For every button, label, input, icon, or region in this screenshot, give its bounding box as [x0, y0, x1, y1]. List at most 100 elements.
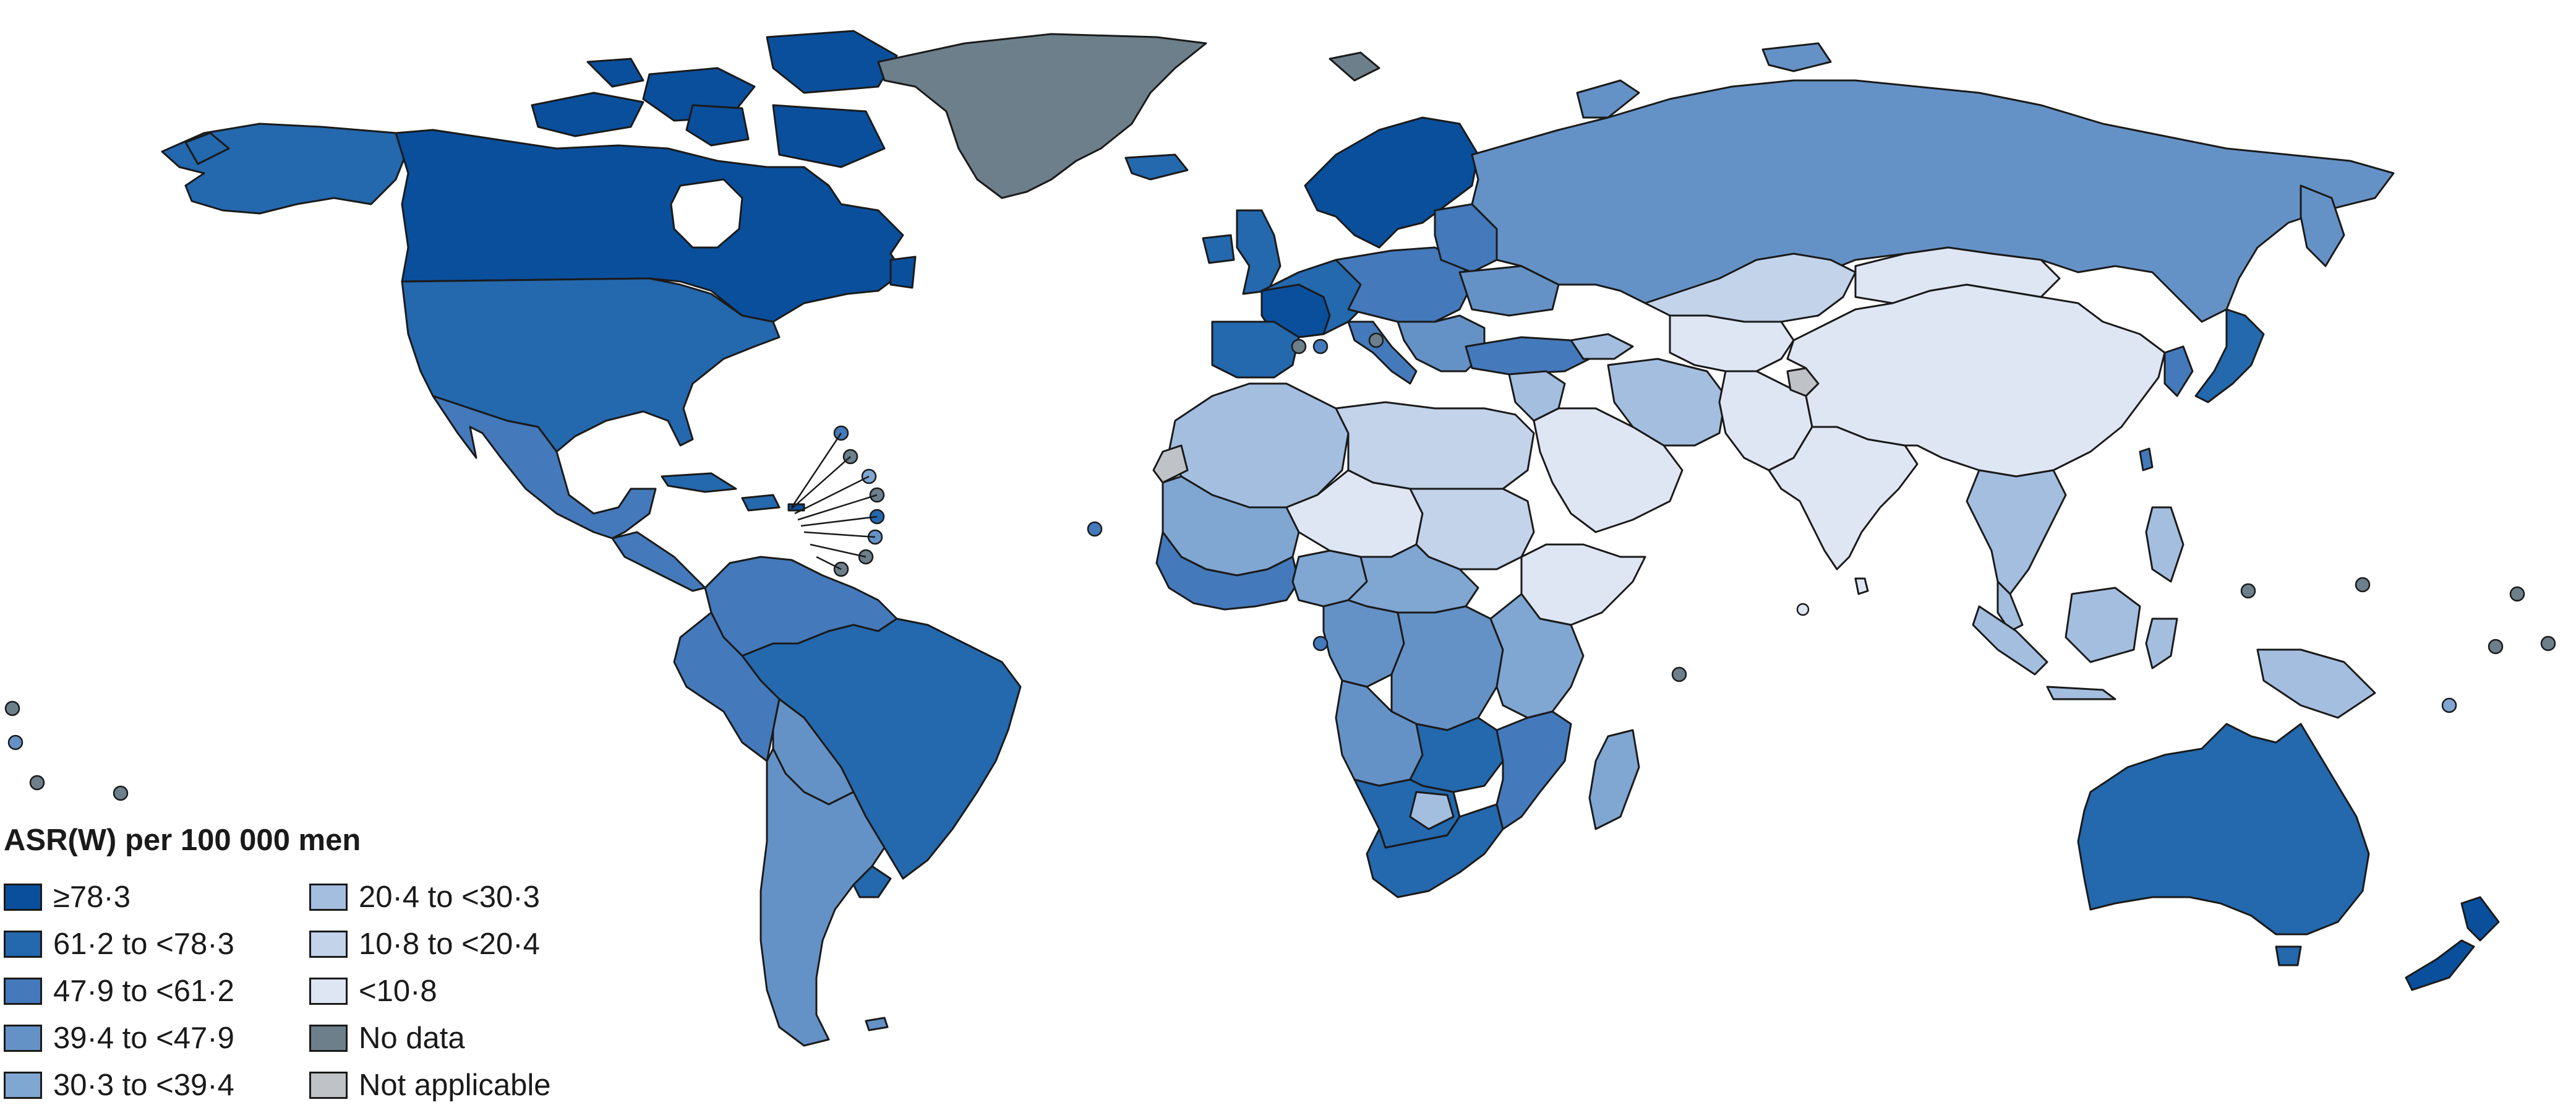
region-hudson-bay: [670, 178, 743, 249]
region-philippines: [2145, 506, 2184, 583]
legend-label: Not applicable: [359, 1069, 551, 1102]
region-new-zealand-north: [2460, 896, 2500, 942]
region-central-asia: [1669, 314, 1795, 372]
island-dot: [1312, 635, 1329, 652]
region-western-sahara: [1152, 444, 1189, 484]
legend-item: 47·9 to <61·2: [4, 973, 234, 1010]
region-iberia: [1211, 321, 1300, 379]
region-sumatra: [1972, 605, 2048, 676]
legend-label: 39·4 to <47·9: [53, 1022, 234, 1055]
legend-swatch: [309, 884, 348, 911]
legend-label: 10·8 to <20·4: [359, 927, 540, 961]
island-dot: [4, 700, 20, 716]
legend-swatch: [309, 1072, 348, 1099]
region-italy: [1347, 321, 1418, 385]
legend-label: 61·2 to <78·3: [53, 927, 234, 961]
region-greenland: [877, 33, 1207, 199]
island-dot: [2509, 586, 2525, 602]
region-canada-arctic-4: [772, 104, 886, 168]
legend-swatch: [309, 931, 348, 958]
region-sudan: [1409, 488, 1535, 570]
region-west-africa-coast: [1155, 531, 1300, 611]
legend-label: No data: [359, 1022, 465, 1055]
legend-swatch: [4, 931, 42, 958]
island-dot: [1796, 603, 1810, 616]
legend-label: ≥78·3: [53, 880, 131, 914]
region-ireland: [1202, 234, 1235, 264]
region-argentina-chile: [760, 747, 886, 1047]
region-borneo: [2065, 587, 2141, 663]
legend-item: Not applicable: [309, 1067, 551, 1104]
legend-swatch: [309, 1025, 348, 1052]
legend-swatch: [4, 1025, 42, 1052]
region-japan: [2194, 308, 2265, 403]
island-dot: [1368, 332, 1384, 348]
region-south-africa: [1366, 803, 1504, 898]
island-dot: [2240, 583, 2256, 599]
region-turkey: [1465, 336, 1597, 376]
legend-item: <10·8: [309, 973, 437, 1010]
legend-item: 30·3 to <39·4: [4, 1067, 234, 1104]
island-dot: [2540, 635, 2556, 652]
region-java: [2046, 686, 2116, 700]
region-tasmania: [2275, 945, 2302, 966]
region-ethiopia-horn: [1520, 543, 1646, 626]
legend-swatch: [4, 1072, 42, 1099]
legend-swatch: [309, 978, 348, 1005]
region-new-guinea: [2256, 648, 2376, 719]
region-iceland: [1124, 153, 1189, 181]
region-sri-lanka: [1854, 577, 1869, 595]
legend-label: <10·8: [359, 974, 437, 1008]
region-uk: [1236, 209, 1282, 295]
island-dot: [2488, 639, 2504, 655]
region-sulawesi: [2145, 617, 2178, 669]
region-taiwan: [2139, 447, 2154, 471]
region-canada-arctic-1: [531, 92, 644, 137]
region-uruguay: [852, 865, 892, 898]
region-scandinavia: [1304, 116, 1479, 249]
island-dot: [113, 785, 129, 801]
legend-title: ASR(W) per 100 000 men: [4, 824, 361, 857]
region-falklands: [865, 1017, 889, 1031]
region-svalbard: [1329, 51, 1380, 82]
legend-item: No data: [309, 1020, 465, 1057]
legend-item: ≥78·3: [4, 879, 131, 916]
island-dot: [1312, 338, 1329, 355]
island-dot: [7, 734, 24, 751]
region-indochina: [1966, 469, 2067, 595]
region-botswana-inner: [1409, 791, 1455, 830]
region-siberian-islands: [1761, 42, 1832, 72]
region-east-africa: [1489, 593, 1585, 719]
region-caucasus: [1570, 333, 1634, 360]
legend-swatch: [4, 884, 42, 911]
region-drc: [1390, 605, 1504, 731]
region-russia: [1471, 79, 2395, 323]
region-central-america: [611, 531, 706, 592]
region-mozambique: [1496, 710, 1572, 830]
region-hispaniola: [741, 494, 781, 512]
region-novaya-zemlya: [1576, 79, 1640, 119]
legend-swatch: [4, 978, 42, 1005]
map-legend: ASR(W) per 100 000 men ≥78·3 61·2 to <78…: [4, 823, 622, 1108]
region-new-zealand-south: [2405, 939, 2475, 991]
region-libya-egypt: [1335, 401, 1535, 490]
region-iran: [1607, 358, 1727, 447]
legend-item: 10·8 to <20·4: [309, 926, 540, 963]
region-cuba: [661, 472, 737, 493]
region-mongolia: [1854, 246, 2061, 304]
region-korea: [2163, 345, 2194, 397]
legend-label: 20·4 to <30·3: [359, 880, 540, 914]
region-canada-arctic-6: [685, 104, 750, 147]
region-central-europe: [1335, 246, 1473, 323]
region-madagascar: [1588, 729, 1640, 830]
legend-item: 61·2 to <78·3: [4, 926, 234, 963]
region-canada-arctic-3: [766, 30, 898, 94]
region-arabian-peninsula: [1533, 407, 1684, 533]
legend-label: 30·3 to <39·4: [53, 1069, 234, 1102]
region-australia: [2077, 723, 2370, 936]
region-malay-peninsula: [1996, 580, 2024, 632]
region-newfoundland: [889, 256, 917, 289]
region-mexico: [432, 395, 657, 540]
legend-label: 47·9 to <61·2: [53, 974, 234, 1008]
